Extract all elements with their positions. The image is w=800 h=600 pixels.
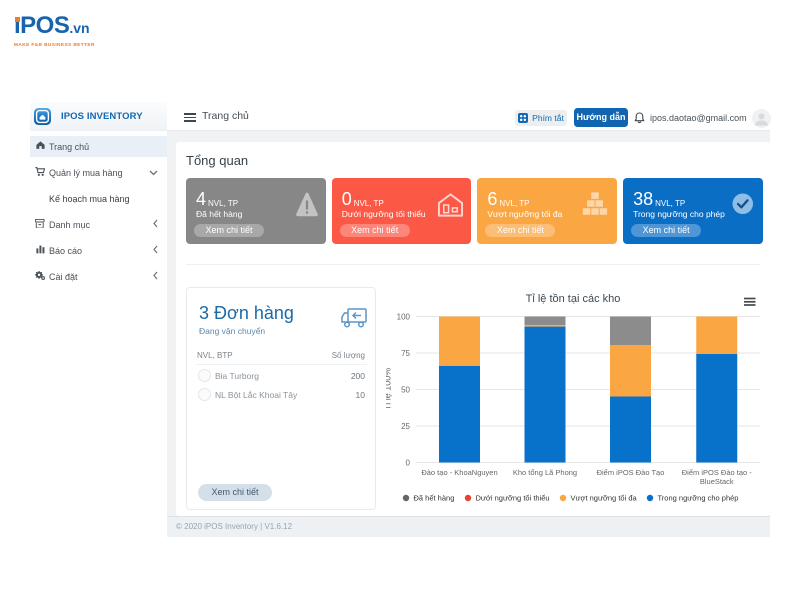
svg-text:Dưới ngưỡng tối thiểu: Dưới ngưỡng tối thiểu [476, 494, 550, 503]
svg-text:Tỉ lệ 100%: Tỉ lệ 100% [386, 368, 393, 411]
svg-text:75: 75 [401, 349, 410, 358]
svg-text:Đào tạo - KhoaNguyen: Đào tạo - KhoaNguyen [421, 468, 497, 477]
svg-text:Trong ngưỡng cho phép: Trong ngưỡng cho phép [658, 494, 739, 503]
svg-text:25: 25 [401, 422, 410, 431]
svg-text:Đã hết hàng: Đã hết hàng [414, 494, 455, 503]
svg-text:Điểm iPOS Đào tạo -: Điểm iPOS Đào tạo - [682, 468, 753, 477]
svg-text:Tỉ lệ tồn tại các kho: Tỉ lệ tồn tại các kho [526, 293, 621, 305]
svg-text:0: 0 [406, 459, 411, 468]
svg-text:Kho tổng Lã Phong: Kho tổng Lã Phong [513, 468, 577, 477]
svg-text:Điểm iPOS Đào Tạo: Điểm iPOS Đào Tạo [597, 468, 665, 477]
svg-text:50: 50 [401, 386, 410, 395]
svg-text:Vượt ngưỡng tối đa: Vượt ngưỡng tối đa [571, 494, 638, 503]
svg-text:BlueStack: BlueStack [700, 477, 734, 486]
svg-text:100: 100 [397, 313, 411, 322]
